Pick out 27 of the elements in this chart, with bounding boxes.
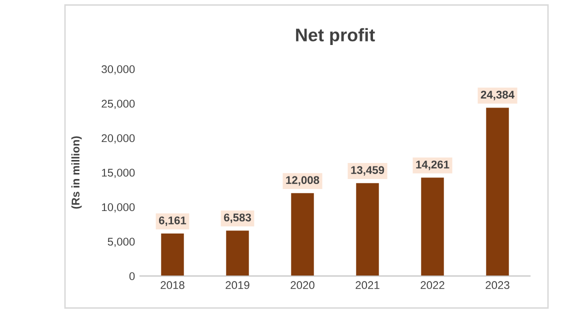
data-label: 24,384 (480, 90, 514, 100)
y-axis-title: (Rs in million) (71, 136, 82, 209)
data-label: 13,459 (351, 166, 384, 176)
data-label: 6,583 (224, 214, 251, 224)
x-tick-label: 2022 (420, 281, 444, 290)
bar (486, 108, 509, 276)
y-tick-label: 0 (129, 272, 135, 280)
y-tick-label: 25,000 (102, 100, 135, 109)
x-tick-label: 2019 (226, 281, 250, 290)
y-tick-label: 15,000 (102, 168, 135, 178)
y-tick-label: 20,000 (102, 134, 135, 144)
y-tick-label: 5,000 (108, 238, 135, 247)
data-label: 14,261 (416, 160, 450, 170)
data-label: 12,008 (286, 176, 320, 186)
bar (226, 230, 249, 276)
x-tick-label: 2020 (290, 281, 314, 290)
bar (161, 233, 184, 276)
y-tick-label: 30,000 (102, 65, 135, 74)
x-tick-label: 2021 (356, 281, 380, 290)
y-tick-label: 10,000 (102, 203, 135, 212)
x-tick-label: 2023 (486, 281, 510, 290)
bar (291, 193, 314, 276)
bar (356, 183, 379, 276)
x-tick-label: 2018 (160, 281, 184, 290)
data-label: 6,161 (159, 216, 186, 226)
chart-title: Net profit (296, 28, 375, 45)
bar (421, 178, 444, 276)
